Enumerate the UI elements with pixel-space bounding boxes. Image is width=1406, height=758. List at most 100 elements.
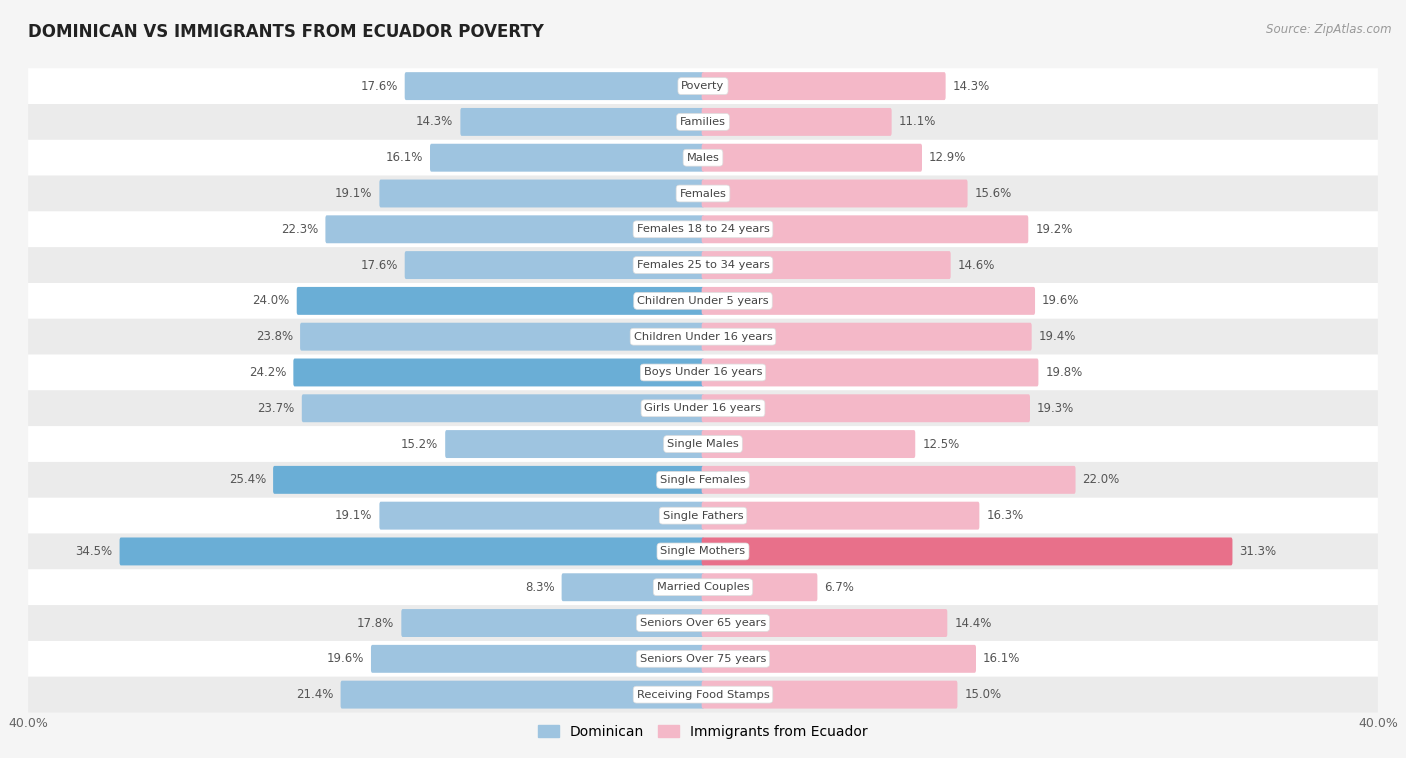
Legend: Dominican, Immigrants from Ecuador: Dominican, Immigrants from Ecuador [533,719,873,744]
Text: 12.5%: 12.5% [922,437,959,450]
Text: 12.9%: 12.9% [929,151,966,164]
Text: 8.3%: 8.3% [524,581,554,594]
FancyBboxPatch shape [28,104,1378,139]
FancyBboxPatch shape [28,498,1378,534]
Text: 25.4%: 25.4% [229,473,266,487]
FancyBboxPatch shape [28,569,1378,605]
Text: 23.7%: 23.7% [257,402,295,415]
FancyBboxPatch shape [446,430,704,458]
Text: 19.6%: 19.6% [326,653,364,666]
Text: 15.0%: 15.0% [965,688,1001,701]
Text: 34.5%: 34.5% [76,545,112,558]
Text: 14.4%: 14.4% [955,616,991,630]
Text: 15.2%: 15.2% [401,437,439,450]
FancyBboxPatch shape [340,681,704,709]
FancyBboxPatch shape [702,287,1035,315]
FancyBboxPatch shape [273,466,704,493]
Text: 22.0%: 22.0% [1083,473,1119,487]
Text: 16.1%: 16.1% [983,653,1021,666]
Text: 21.4%: 21.4% [297,688,333,701]
Text: 24.0%: 24.0% [253,294,290,308]
FancyBboxPatch shape [702,609,948,637]
FancyBboxPatch shape [380,502,704,530]
FancyBboxPatch shape [294,359,704,387]
FancyBboxPatch shape [28,390,1378,426]
Text: Females 25 to 34 years: Females 25 to 34 years [637,260,769,270]
FancyBboxPatch shape [28,355,1378,390]
FancyBboxPatch shape [702,180,967,208]
Text: 6.7%: 6.7% [824,581,855,594]
Text: Females 18 to 24 years: Females 18 to 24 years [637,224,769,234]
Text: 16.3%: 16.3% [987,509,1024,522]
Text: 22.3%: 22.3% [281,223,318,236]
Text: Girls Under 16 years: Girls Under 16 years [644,403,762,413]
FancyBboxPatch shape [28,677,1378,713]
FancyBboxPatch shape [302,394,704,422]
Text: 17.6%: 17.6% [360,80,398,92]
FancyBboxPatch shape [702,573,817,601]
Text: 19.8%: 19.8% [1046,366,1083,379]
Text: 14.3%: 14.3% [953,80,990,92]
Text: 19.6%: 19.6% [1042,294,1080,308]
FancyBboxPatch shape [371,645,704,673]
Text: Females: Females [679,189,727,199]
Text: Receiving Food Stamps: Receiving Food Stamps [637,690,769,700]
FancyBboxPatch shape [28,211,1378,247]
FancyBboxPatch shape [702,108,891,136]
Text: Source: ZipAtlas.com: Source: ZipAtlas.com [1267,23,1392,36]
FancyBboxPatch shape [702,466,1076,493]
Text: Single Males: Single Males [666,439,740,449]
Text: 24.2%: 24.2% [249,366,287,379]
Text: 19.1%: 19.1% [335,187,373,200]
Text: 31.3%: 31.3% [1240,545,1277,558]
FancyBboxPatch shape [380,180,704,208]
FancyBboxPatch shape [702,681,957,709]
FancyBboxPatch shape [702,251,950,279]
Text: Single Mothers: Single Mothers [661,547,745,556]
Text: Seniors Over 75 years: Seniors Over 75 years [640,654,766,664]
Text: Families: Families [681,117,725,127]
FancyBboxPatch shape [28,139,1378,176]
Text: 15.6%: 15.6% [974,187,1012,200]
FancyBboxPatch shape [28,426,1378,462]
FancyBboxPatch shape [702,72,946,100]
FancyBboxPatch shape [702,359,1039,387]
Text: Single Females: Single Females [661,475,745,485]
Text: 19.1%: 19.1% [335,509,373,522]
FancyBboxPatch shape [120,537,704,565]
Text: Boys Under 16 years: Boys Under 16 years [644,368,762,377]
FancyBboxPatch shape [702,502,980,530]
FancyBboxPatch shape [702,645,976,673]
FancyBboxPatch shape [401,609,704,637]
FancyBboxPatch shape [28,68,1378,104]
FancyBboxPatch shape [702,215,1028,243]
Text: 17.8%: 17.8% [357,616,394,630]
FancyBboxPatch shape [405,251,704,279]
Text: Children Under 16 years: Children Under 16 years [634,332,772,342]
FancyBboxPatch shape [405,72,704,100]
Text: 17.6%: 17.6% [360,258,398,271]
Text: Males: Males [686,152,720,163]
Text: DOMINICAN VS IMMIGRANTS FROM ECUADOR POVERTY: DOMINICAN VS IMMIGRANTS FROM ECUADOR POV… [28,23,544,41]
FancyBboxPatch shape [430,144,704,171]
FancyBboxPatch shape [28,319,1378,355]
FancyBboxPatch shape [702,323,1032,351]
Text: Poverty: Poverty [682,81,724,91]
FancyBboxPatch shape [28,605,1378,641]
Text: 14.6%: 14.6% [957,258,995,271]
FancyBboxPatch shape [28,641,1378,677]
Text: 16.1%: 16.1% [385,151,423,164]
FancyBboxPatch shape [702,144,922,171]
FancyBboxPatch shape [561,573,704,601]
Text: 19.2%: 19.2% [1035,223,1073,236]
FancyBboxPatch shape [702,430,915,458]
FancyBboxPatch shape [28,283,1378,319]
FancyBboxPatch shape [297,287,704,315]
Text: Children Under 5 years: Children Under 5 years [637,296,769,306]
Text: 11.1%: 11.1% [898,115,936,128]
FancyBboxPatch shape [702,394,1031,422]
Text: Single Fathers: Single Fathers [662,511,744,521]
FancyBboxPatch shape [28,247,1378,283]
Text: 14.3%: 14.3% [416,115,453,128]
FancyBboxPatch shape [460,108,704,136]
